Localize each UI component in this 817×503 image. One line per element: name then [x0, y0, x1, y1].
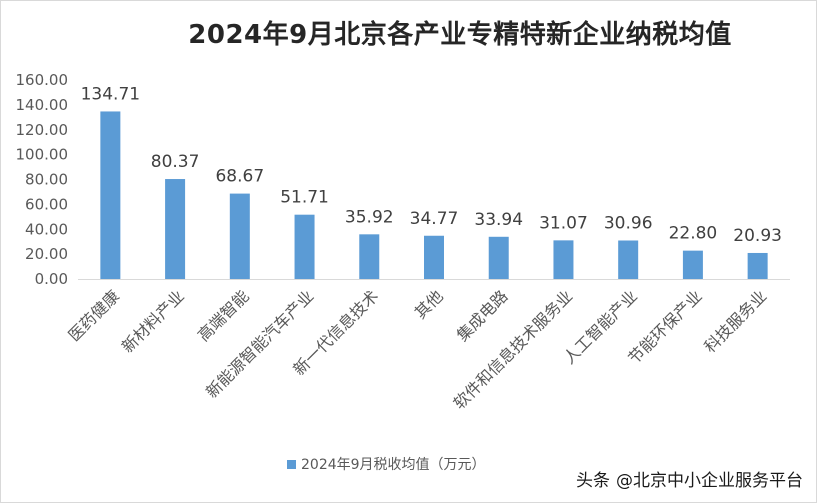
data-label: 51.71 — [280, 188, 329, 208]
bar — [747, 252, 768, 279]
y-tick-label: 100.00 — [16, 146, 69, 164]
watermark: 头条 @北京中小企业服务平台 — [576, 466, 803, 491]
x-tick-label: 软件和信息技术服务业 — [450, 286, 577, 413]
chart-title: 2024年9月北京各产业专精特新企业纳税均值 — [188, 20, 732, 50]
bar — [165, 179, 186, 279]
bar — [618, 240, 639, 279]
bar — [294, 214, 315, 279]
data-label: 134.71 — [81, 84, 140, 104]
data-label: 35.92 — [345, 207, 394, 227]
data-label: 68.67 — [215, 167, 264, 187]
data-label: 80.37 — [151, 152, 200, 172]
data-label: 20.93 — [733, 226, 782, 246]
bar — [100, 111, 121, 279]
bar — [682, 250, 703, 279]
bar — [553, 240, 574, 279]
data-label: 22.80 — [669, 224, 718, 244]
bar — [229, 193, 250, 279]
x-tick-label: 其他 — [411, 286, 447, 322]
watermark-prefix: 头条 — [576, 471, 610, 491]
data-label: 30.96 — [604, 213, 653, 233]
x-tick-label: 高端智能 — [194, 286, 253, 345]
bar — [488, 236, 509, 279]
data-label: 34.77 — [410, 209, 459, 229]
bar — [359, 234, 380, 279]
y-tick-label: 160.00 — [16, 71, 69, 89]
legend-label: 2024年9月税收均值（万元） — [301, 457, 486, 473]
data-label: 31.07 — [539, 213, 588, 233]
x-tick-label: 集成电路 — [453, 286, 512, 345]
y-tick-label: 60.00 — [25, 195, 68, 213]
y-tick-label: 0.00 — [35, 270, 68, 288]
x-tick-label: 科技服务业 — [700, 286, 770, 356]
data-label: 33.94 — [474, 210, 523, 230]
y-tick-label: 120.00 — [16, 121, 69, 139]
x-tick-label: 新能源智能汽车产业 — [202, 286, 317, 401]
y-tick-label: 20.00 — [25, 245, 68, 263]
y-tick-label: 140.00 — [16, 96, 69, 114]
bar — [424, 235, 444, 279]
legend-swatch — [287, 460, 296, 469]
watermark-handle: @北京中小企业服务平台 — [616, 471, 803, 491]
y-tick-label: 80.00 — [25, 171, 68, 189]
y-tick-label: 40.00 — [25, 220, 68, 238]
x-tick-label: 医药健康 — [64, 286, 123, 345]
x-tick-label: 新材料产业 — [118, 286, 188, 356]
